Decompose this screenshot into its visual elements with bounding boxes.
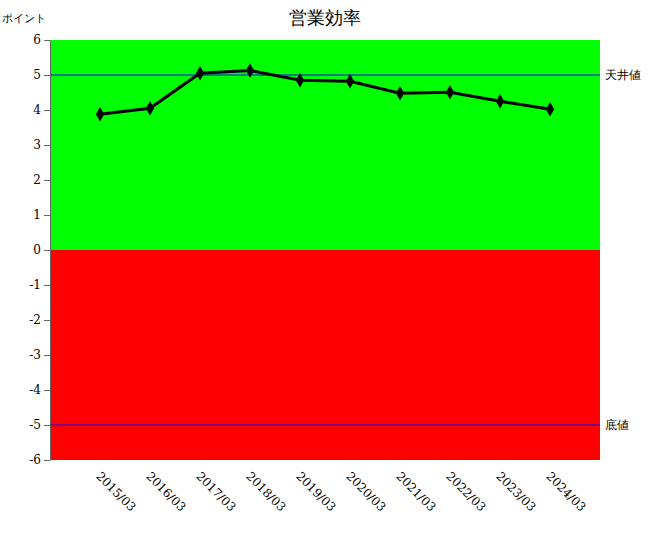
y-tick-mark [44,110,50,111]
x-tick-label: 2017/03 [193,469,238,514]
reference-lines [50,75,600,425]
x-tick-label: 2018/03 [243,469,288,514]
x-tick-label: 2015/03 [93,469,138,514]
y-tick-label: 5 [33,68,41,82]
data-point [96,107,104,121]
y-tick-label: -5 [29,418,41,432]
background-band [50,250,600,460]
data-point [546,102,554,116]
y-axis-title: ポイント [2,12,46,25]
data-point [346,74,354,88]
reference-line [50,425,600,426]
y-tick: -1 [29,278,50,292]
x-tick: 2015/03 [93,460,138,514]
x-tick-label: 2022/03 [443,469,488,514]
data-point [496,94,504,108]
y-tick-mark [44,390,50,391]
chart-container: 天井値底値-6-5-4-3-2-101234562015/032016/0320… [0,0,650,540]
x-tick-label: 2024/03 [543,469,588,514]
y-tick-label: 1 [33,208,41,222]
y-tick: 1 [33,208,50,222]
y-tick-mark [44,285,50,286]
y-tick-mark [44,180,50,181]
bands [50,40,600,460]
y-axis-line [50,41,51,461]
x-tick: 2024/03 [543,460,588,514]
x-tick-label: 2021/03 [393,469,438,514]
y-tick-mark [44,460,50,461]
y-tick: -2 [29,313,50,327]
y-tick-label: -1 [29,278,41,292]
y-tick-mark [44,250,50,251]
y-tick: 2 [33,173,50,187]
y-axis: -6 -5 -4 -3 -2 -1 0 1 2 3 4 5 6 [29,33,50,467]
y-tick: -6 [29,453,50,467]
chart-title: 営業効率 [289,7,361,28]
x-tick: 2019/03 [293,460,338,514]
x-tick-label: 2023/03 [493,469,538,514]
y-tick-label: 0 [33,243,41,257]
data-point [446,85,454,99]
reference-line [50,75,600,76]
y-tick: 6 [33,33,50,47]
data-point [146,101,154,115]
y-tick: -4 [29,383,50,397]
x-tick: 2018/03 [243,460,288,514]
y-tick-mark [44,145,50,146]
y-tick-mark [44,215,50,216]
x-axis-line [51,460,601,461]
y-tick-label: 3 [33,138,41,152]
y-tick-mark [44,355,50,356]
y-tick-label: -2 [29,313,41,327]
data-point [296,73,304,87]
y-tick-label: -6 [29,453,41,467]
reference-label: 底値 [605,418,629,432]
y-tick-mark [44,40,50,41]
y-tick-label: -4 [29,383,41,397]
y-tick-mark [44,425,50,426]
x-tick: 2023/03 [493,460,538,514]
y-tick: 0 [33,243,50,257]
y-tick-label: -3 [29,348,41,362]
y-tick-label: 4 [33,103,41,117]
y-tick: 3 [33,138,50,152]
y-tick-mark [44,75,50,76]
x-axis: 2015/032016/032017/032018/032019/032020/… [51,460,601,514]
y-tick: 4 [33,103,50,117]
chart-svg: 天井値底値-6-5-4-3-2-101234562015/032016/0320… [0,0,650,540]
reference-label: 天井値 [605,68,641,82]
y-tick-label: 2 [33,173,41,187]
y-tick: -5 [29,418,50,432]
data-line [100,70,550,114]
x-tick: 2021/03 [393,460,438,514]
y-tick-mark [44,320,50,321]
x-tick: 2017/03 [193,460,238,514]
background-band [50,40,600,250]
x-tick: 2016/03 [143,460,188,514]
data-point [396,86,404,100]
x-tick: 2020/03 [343,460,388,514]
data-point [246,63,254,77]
y-tick: -3 [29,348,50,362]
y-tick-label: 6 [33,33,41,47]
x-tick-label: 2020/03 [343,469,388,514]
x-tick: 2022/03 [443,460,488,514]
x-tick-label: 2019/03 [293,469,338,514]
data-point [196,66,204,80]
data-series [96,63,554,121]
x-tick-label: 2016/03 [143,469,188,514]
y-tick: 5 [33,68,50,82]
